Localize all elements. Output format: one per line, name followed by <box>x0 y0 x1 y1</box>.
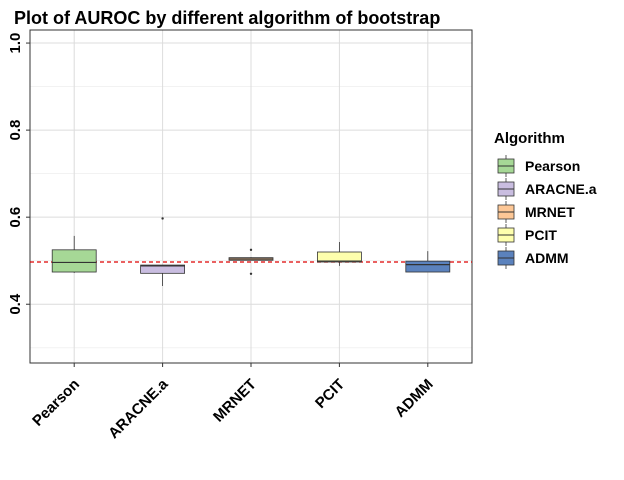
box-aracne-a <box>140 217 186 286</box>
outlier-point <box>249 248 253 252</box>
legend: Algorithm Pearson ARACNE.a MRNET PCIT ADMM <box>494 130 597 269</box>
box-body <box>51 249 97 273</box>
outlier-point <box>249 272 253 275</box>
y-tick-label: 1.0 <box>7 33 24 54</box>
legend-item: ARACNE.a <box>497 178 597 200</box>
x-tick-label: ADMM <box>392 376 437 421</box>
x-tick-label: Pearson <box>29 376 83 430</box>
legend-title: Algorithm <box>494 130 565 147</box>
boxes-group <box>51 217 451 286</box>
legend-label: ADMM <box>525 250 569 266</box>
legend-label: ARACNE.a <box>525 181 597 197</box>
y-tick-label: 0.4 <box>7 293 24 315</box>
legend-label: MRNET <box>525 204 575 220</box>
x-tick-label: ARACNE.a <box>105 375 172 442</box>
x-tick-label: MRNET <box>210 376 260 426</box>
outlier-point <box>161 217 164 220</box>
box-body <box>405 260 451 273</box>
box-body <box>140 264 186 274</box>
y-axis: 0.4 0.6 0.8 1.0 <box>7 33 30 315</box>
x-axis: Pearson ARACNE.a MRNET PCIT ADMM <box>29 363 437 442</box>
y-tick-label: 0.6 <box>7 207 24 228</box>
box-body <box>316 251 362 263</box>
chart-title: Plot of AUROC by different algorithm of … <box>14 8 440 28</box>
legend-item: ADMM <box>497 247 569 269</box>
box-mrnet <box>228 248 274 275</box>
box-pearson <box>51 235 97 273</box>
x-tick-label: PCIT <box>312 376 348 412</box>
legend-label: Pearson <box>525 158 580 174</box>
legend-label: PCIT <box>525 227 557 243</box>
legend-item: Pearson <box>497 155 580 177</box>
legend-item: PCIT <box>497 224 557 246</box>
grid-lines <box>30 30 472 363</box>
box-pcit <box>316 241 362 266</box>
legend-item: MRNET <box>497 201 575 223</box>
box-admm <box>405 251 451 273</box>
y-tick-label: 0.8 <box>7 120 24 141</box>
